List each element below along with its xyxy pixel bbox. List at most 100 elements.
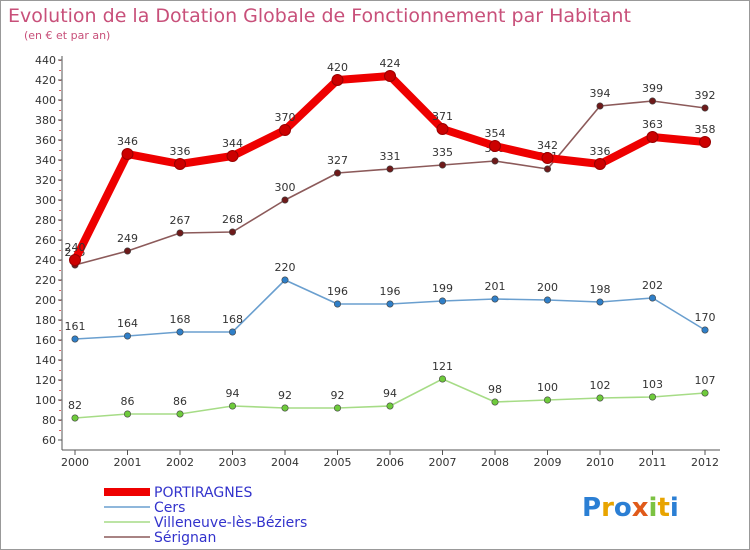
data-point	[594, 158, 606, 170]
data-point	[69, 254, 81, 266]
data-label: 420	[327, 61, 348, 74]
y-tick-label: 180	[35, 314, 56, 327]
data-label: 300	[275, 181, 296, 194]
data-label: 86	[121, 395, 135, 408]
data-point	[648, 97, 656, 105]
data-label: 103	[642, 378, 663, 391]
x-tick-label: 2008	[481, 456, 509, 469]
x-tick-label: 2010	[586, 456, 614, 469]
data-label: 170	[695, 311, 716, 324]
x-tick-label: 2006	[376, 456, 404, 469]
data-point	[333, 169, 341, 177]
data-label: 267	[170, 214, 191, 227]
data-point	[596, 394, 604, 402]
data-point	[438, 297, 446, 305]
data-point	[124, 247, 132, 255]
data-point	[71, 414, 79, 422]
data-point	[543, 296, 551, 304]
x-tick-label: 2000	[61, 456, 89, 469]
data-point	[333, 300, 341, 308]
y-tick-label: 200	[35, 294, 56, 307]
data-point	[491, 157, 499, 165]
data-label: 354	[485, 127, 506, 140]
data-label: 335	[432, 146, 453, 159]
data-point	[701, 104, 709, 112]
y-tick-label: 140	[35, 354, 56, 367]
data-label: 94	[226, 387, 240, 400]
data-label: 346	[117, 135, 138, 148]
y-tick-label: 240	[35, 254, 56, 267]
y-tick-label: 380	[35, 114, 56, 127]
y-tick-label: 260	[35, 234, 56, 247]
data-point	[543, 165, 551, 173]
series-portiragnes: 240 346 336 344 370 420 424 371 354 342 336 363 358	[65, 57, 716, 266]
proxiti-logo: Proxiti	[582, 493, 679, 523]
y-tick-label: 440	[35, 54, 56, 67]
x-tick-label: 2009	[534, 456, 562, 469]
data-label: 363	[642, 118, 663, 131]
data-label: 344	[222, 137, 243, 150]
data-point	[541, 152, 554, 164]
data-point	[281, 196, 289, 204]
y-tick-label: 80	[42, 414, 56, 427]
data-point	[701, 326, 709, 334]
legend-label: Cers	[154, 500, 185, 516]
data-point	[491, 398, 499, 406]
data-label: 168	[170, 313, 191, 326]
data-point	[701, 389, 709, 397]
data-label: 202	[642, 279, 663, 292]
x-tick-label: 2001	[114, 456, 142, 469]
data-point	[331, 74, 344, 86]
data-label: 164	[117, 317, 138, 330]
data-label: 168	[222, 313, 243, 326]
data-point	[386, 300, 394, 308]
data-point	[229, 228, 237, 236]
data-label: 94	[383, 387, 397, 400]
data-label: 358	[695, 123, 716, 136]
y-tick-label: 340	[35, 154, 56, 167]
data-label: 327	[327, 154, 348, 167]
y-tick-label: 280	[35, 214, 56, 227]
data-point	[281, 404, 289, 412]
y-tick-label: 60	[42, 434, 56, 447]
data-point	[438, 161, 446, 169]
data-label: 196	[327, 285, 348, 298]
data-label: 370	[275, 111, 296, 124]
data-label: 220	[275, 261, 296, 274]
y-tick-label: 300	[35, 194, 56, 207]
data-label: 100	[537, 381, 558, 394]
chart-title: Evolution de la Dotation Globale de Fonc…	[8, 5, 631, 27]
y-tick-label: 120	[35, 374, 56, 387]
y-tick-label: 160	[35, 334, 56, 347]
data-point	[438, 375, 446, 383]
y-tick-label: 100	[35, 394, 56, 407]
data-label: 161	[65, 320, 86, 333]
data-point	[124, 332, 132, 340]
data-point	[176, 410, 184, 418]
legend: PORTIRAGNESCersVilleneuve-lès-BéziersSér…	[104, 485, 307, 546]
data-point	[648, 294, 656, 302]
series-layer: 2352492672683003273313353393313943993928…	[65, 57, 716, 422]
data-point	[333, 404, 341, 412]
data-point	[596, 102, 604, 110]
data-label: 107	[695, 374, 716, 387]
data-point	[71, 335, 79, 343]
data-point	[596, 298, 604, 306]
x-tick-label: 2002	[166, 456, 194, 469]
x-tick-label: 2005	[324, 456, 352, 469]
data-point	[174, 158, 186, 170]
y-tick-label: 360	[35, 134, 56, 147]
x-tick-label: 2003	[219, 456, 247, 469]
legend-label: PORTIRAGNES	[154, 485, 253, 501]
y-tick-label: 420	[35, 74, 56, 87]
data-point	[386, 165, 394, 173]
axes: 60 80 100 120 140 160 180 200 220 240 260 280 300 320…	[35, 54, 720, 469]
data-point	[384, 70, 396, 82]
y-tick-label: 220	[35, 274, 56, 287]
data-label: 342	[537, 139, 558, 152]
data-point	[279, 124, 291, 136]
data-label: 399	[642, 82, 663, 95]
data-label: 336	[590, 145, 611, 158]
